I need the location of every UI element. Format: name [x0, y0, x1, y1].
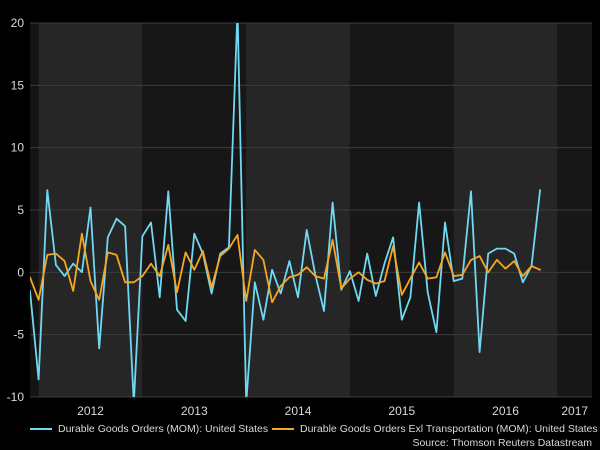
- y-tick-labels: -10 -5 0 5 10 15 20: [7, 16, 25, 404]
- series-line-2: [30, 232, 541, 304]
- series-group: [30, 23, 541, 397]
- x-tick-label-2016: 2016: [492, 404, 519, 418]
- chart-svg: -10 -5 0 5 10 15 20 2012 2013 2014 2015 2016 2017: [7, 16, 592, 418]
- legend-item-exl-transportation[interactable]: Durable Goods Orders Exl Transportation …: [272, 423, 598, 435]
- y-tick-label: 0: [17, 265, 24, 279]
- x-tick-label-2012: 2012: [77, 404, 104, 418]
- series-line-1: [30, 23, 541, 397]
- y-tick-label: -5: [13, 328, 24, 342]
- y-tick-label: 10: [11, 141, 25, 155]
- y-tick-label: 15: [11, 78, 25, 92]
- series-layer: [30, 23, 541, 397]
- legend: Durable Goods Orders (MOM): United State…: [0, 420, 600, 450]
- legend-label-durable-goods: Durable Goods Orders (MOM): United State…: [58, 423, 269, 435]
- x-tick-labels: 2012 2013 2014 2015 2016 2017: [77, 404, 588, 418]
- legend-label-exl-transportation: Durable Goods Orders Exl Transportation …: [300, 423, 598, 435]
- y-tick-label: 20: [11, 16, 25, 30]
- x-tick-label-2015: 2015: [388, 404, 415, 418]
- x-tick-label-2013: 2013: [181, 404, 208, 418]
- legend-item-durable-goods[interactable]: Durable Goods Orders (MOM): United State…: [30, 423, 268, 435]
- gridlines: [30, 22, 592, 398]
- y-tick-label: 5: [17, 203, 24, 217]
- legend-swatch-cyan: [30, 428, 52, 430]
- source-note: Source: Thomson Reuters Datastream: [412, 437, 592, 449]
- legend-swatch-orange: [272, 428, 294, 430]
- x-tick-label-2017: 2017: [561, 404, 588, 418]
- x-tick-label-2014: 2014: [285, 404, 312, 418]
- y-tick-label: -10: [7, 390, 25, 404]
